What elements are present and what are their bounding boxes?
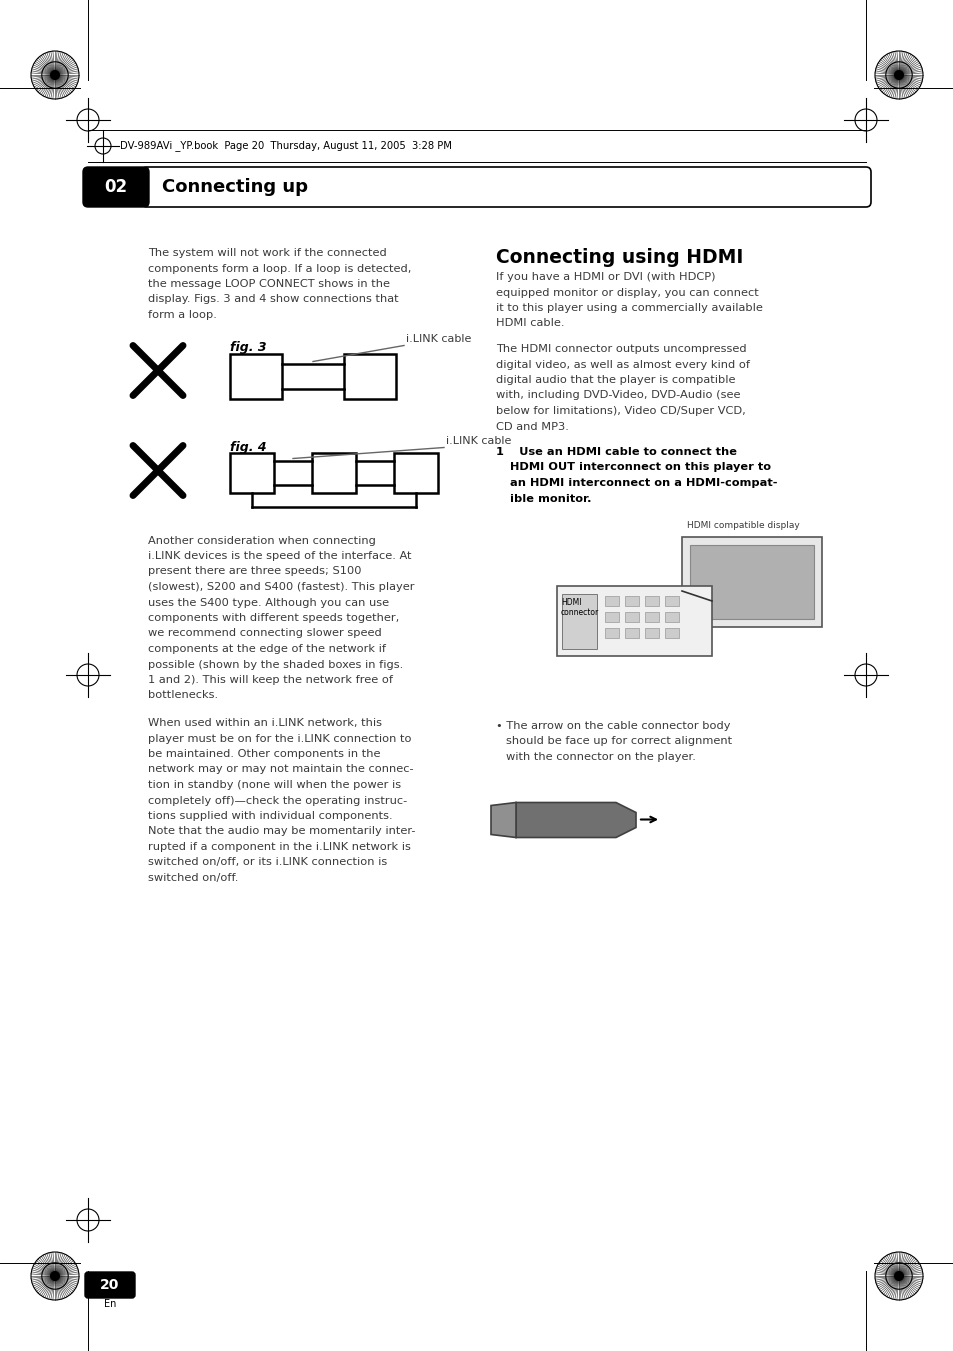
- Bar: [624, 612, 639, 621]
- Bar: [394, 453, 437, 493]
- Text: 1 and 2). This will keep the network free of: 1 and 2). This will keep the network fre…: [148, 676, 393, 685]
- Text: HDMI cable.: HDMI cable.: [496, 319, 564, 328]
- Text: bottlenecks.: bottlenecks.: [148, 690, 218, 701]
- Bar: [604, 628, 618, 638]
- Text: When used within an i.LINK network, this: When used within an i.LINK network, this: [148, 717, 381, 728]
- Text: components form a loop. If a loop is detected,: components form a loop. If a loop is det…: [148, 263, 411, 273]
- Bar: [681, 536, 821, 627]
- FancyBboxPatch shape: [85, 1273, 135, 1298]
- Text: digital video, as well as almost every kind of: digital video, as well as almost every k…: [496, 359, 749, 370]
- Bar: [624, 596, 639, 607]
- Circle shape: [51, 1271, 59, 1281]
- Text: Connecting using HDMI: Connecting using HDMI: [496, 249, 742, 267]
- Bar: [624, 628, 639, 638]
- Bar: [557, 586, 711, 657]
- Bar: [664, 628, 679, 638]
- Bar: [644, 612, 659, 621]
- Text: below for limitations), Video CD/Super VCD,: below for limitations), Video CD/Super V…: [496, 407, 745, 416]
- Text: Connecting up: Connecting up: [162, 178, 308, 196]
- Text: equipped monitor or display, you can connect: equipped monitor or display, you can con…: [496, 288, 758, 297]
- Text: with, including DVD-Video, DVD-Audio (see: with, including DVD-Video, DVD-Audio (se…: [496, 390, 740, 400]
- Text: CD and MP3.: CD and MP3.: [496, 422, 568, 431]
- Circle shape: [894, 1271, 902, 1281]
- Text: player must be on for the i.LINK connection to: player must be on for the i.LINK connect…: [148, 734, 411, 743]
- Text: En: En: [104, 1300, 116, 1309]
- Text: (slowest), S200 and S400 (fastest). This player: (slowest), S200 and S400 (fastest). This…: [148, 582, 414, 592]
- Text: components with different speeds together,: components with different speeds togethe…: [148, 613, 399, 623]
- Bar: [312, 453, 355, 493]
- Polygon shape: [491, 802, 516, 838]
- Text: switched on/off.: switched on/off.: [148, 873, 238, 884]
- Text: ible monitor.: ible monitor.: [510, 493, 591, 504]
- Bar: [689, 544, 813, 619]
- Text: i.LINK devices is the speed of the interface. At: i.LINK devices is the speed of the inter…: [148, 551, 411, 561]
- Text: HDMI compatible display: HDMI compatible display: [686, 521, 799, 530]
- Text: display. Figs. 3 and 4 show connections that: display. Figs. 3 and 4 show connections …: [148, 295, 398, 304]
- Bar: [561, 594, 597, 648]
- Text: If you have a HDMI or DVI (with HDCP): If you have a HDMI or DVI (with HDCP): [496, 272, 715, 282]
- Text: the message LOOP CONNECT shows in the: the message LOOP CONNECT shows in the: [148, 280, 390, 289]
- Text: Another consideration when connecting: Another consideration when connecting: [148, 535, 375, 546]
- Bar: [230, 354, 282, 399]
- Text: i.LINK cable: i.LINK cable: [406, 334, 471, 343]
- Text: completely off)—check the operating instruc-: completely off)—check the operating inst…: [148, 796, 407, 805]
- Text: DV-989AVi _YP.book  Page 20  Thursday, August 11, 2005  3:28 PM: DV-989AVi _YP.book Page 20 Thursday, Aug…: [120, 141, 452, 151]
- Polygon shape: [516, 802, 636, 838]
- Text: it to this player using a commercially available: it to this player using a commercially a…: [496, 303, 762, 313]
- Bar: [344, 354, 395, 399]
- Text: with the connector on the player.: with the connector on the player.: [505, 753, 695, 762]
- Text: uses the S400 type. Although you can use: uses the S400 type. Although you can use: [148, 597, 389, 608]
- Bar: [644, 596, 659, 607]
- Text: digital audio that the player is compatible: digital audio that the player is compati…: [496, 376, 735, 385]
- Text: The system will not work if the connected: The system will not work if the connecte…: [148, 249, 386, 258]
- Text: should be face up for correct alignment: should be face up for correct alignment: [505, 736, 731, 747]
- Bar: [664, 612, 679, 621]
- Bar: [604, 612, 618, 621]
- Text: • The arrow on the cable connector body: • The arrow on the cable connector body: [496, 721, 730, 731]
- Text: we recommend connecting slower speed: we recommend connecting slower speed: [148, 628, 381, 639]
- Text: HDMI OUT interconnect on this player to: HDMI OUT interconnect on this player to: [510, 462, 770, 473]
- Text: fig. 4: fig. 4: [230, 440, 266, 454]
- Text: present there are three speeds; S100: present there are three speeds; S100: [148, 566, 361, 577]
- Text: i.LINK cable: i.LINK cable: [446, 435, 511, 446]
- Bar: [644, 628, 659, 638]
- Text: 1  Use an HDMI cable to connect the: 1 Use an HDMI cable to connect the: [496, 447, 737, 457]
- Text: an HDMI interconnect on a HDMI-compat-: an HDMI interconnect on a HDMI-compat-: [510, 478, 777, 488]
- Text: network may or may not maintain the connec-: network may or may not maintain the conn…: [148, 765, 414, 774]
- Text: rupted if a component in the i.LINK network is: rupted if a component in the i.LINK netw…: [148, 842, 411, 852]
- Circle shape: [894, 70, 902, 80]
- Text: 02: 02: [104, 178, 128, 196]
- Bar: [604, 596, 618, 607]
- Bar: [664, 596, 679, 607]
- Text: tions supplied with individual components.: tions supplied with individual component…: [148, 811, 393, 821]
- Text: The HDMI connector outputs uncompressed: The HDMI connector outputs uncompressed: [496, 345, 746, 354]
- Circle shape: [51, 70, 59, 80]
- Text: possible (shown by the shaded boxes in figs.: possible (shown by the shaded boxes in f…: [148, 659, 403, 670]
- Text: HDMI
connector: HDMI connector: [560, 598, 598, 617]
- Text: fig. 3: fig. 3: [230, 340, 266, 354]
- Text: 20: 20: [100, 1278, 119, 1292]
- Text: tion in standby (none will when the power is: tion in standby (none will when the powe…: [148, 780, 400, 790]
- Text: components at the edge of the network if: components at the edge of the network if: [148, 644, 386, 654]
- Text: be maintained. Other components in the: be maintained. Other components in the: [148, 748, 380, 759]
- Bar: [230, 453, 274, 493]
- Text: Note that the audio may be momentarily inter-: Note that the audio may be momentarily i…: [148, 827, 416, 836]
- FancyBboxPatch shape: [142, 168, 870, 207]
- FancyBboxPatch shape: [83, 168, 149, 207]
- Text: switched on/off, or its i.LINK connection is: switched on/off, or its i.LINK connectio…: [148, 858, 387, 867]
- Text: form a loop.: form a loop.: [148, 309, 216, 320]
